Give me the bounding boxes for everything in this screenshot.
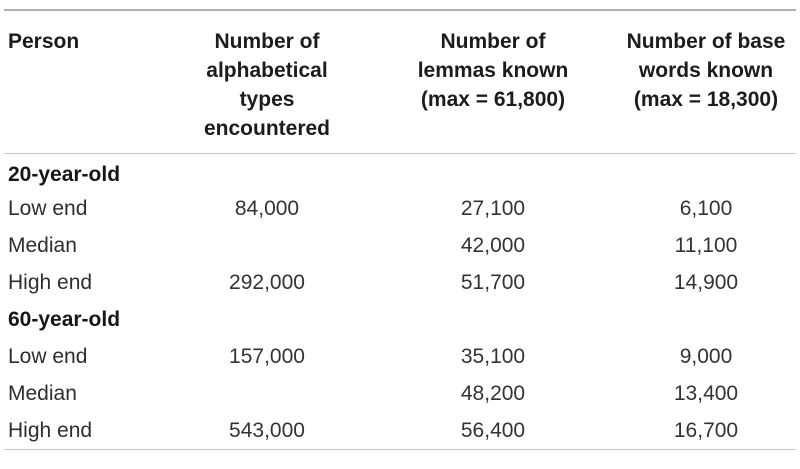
data-cell: 48,200 <box>460 382 526 405</box>
column-header-lemmas-known: Number of lemmas known (max = 61,800) <box>390 10 596 154</box>
group-row-20-year-old: 20-year-old <box>4 154 796 191</box>
data-cell: 27,100 <box>460 197 526 220</box>
row-label-cell: Low end <box>8 197 88 220</box>
data-cell: 292,000 <box>229 271 305 294</box>
data-cell <box>144 228 390 265</box>
table-row-median-20: Median 42,000 11,100 <box>4 228 796 265</box>
data-cell: 42,000 <box>460 234 526 257</box>
data-cell <box>390 302 596 339</box>
data-cell <box>144 376 390 413</box>
table-row-high-end-60: High end 543,000 56,400 16,700 <box>4 413 796 450</box>
data-cell: 35,100 <box>460 345 526 368</box>
row-label-cell: High end <box>8 271 93 294</box>
data-cell: 6,100 <box>679 197 733 220</box>
data-cell: 13,400 <box>673 382 739 405</box>
data-cell <box>596 302 796 339</box>
column-header-person: Person <box>4 10 144 154</box>
table-row-low-end-20: Low end 84,000 27,100 6,100 <box>4 191 796 228</box>
data-cell: 543,000 <box>229 418 305 442</box>
data-cell <box>144 302 390 339</box>
table-row-low-end-60: Low end 157,000 35,100 9,000 <box>4 339 796 376</box>
row-label-cell: Low end <box>8 345 88 368</box>
data-cell: 16,700 <box>673 418 739 442</box>
row-label-cell: High end <box>8 418 93 442</box>
row-label-cell: Median <box>8 382 77 405</box>
data-cell <box>144 154 390 191</box>
row-label-cell: Median <box>8 234 77 257</box>
group-label: 20-year-old <box>8 163 121 187</box>
data-cell: 56,400 <box>460 418 526 442</box>
table-header-row: Person Number of alphabetical types enco… <box>4 10 796 154</box>
table-row-median-60: Median 48,200 13,400 <box>4 376 796 413</box>
data-cell: 11,100 <box>674 234 738 257</box>
data-cell <box>390 154 596 191</box>
data-cell: 84,000 <box>234 197 300 220</box>
data-cell <box>596 154 796 191</box>
data-cell: 14,900 <box>673 271 739 294</box>
column-header-base-words-known: Number of base words known (max = 18,300… <box>596 10 796 154</box>
data-cell: 9,000 <box>679 345 733 368</box>
column-header-alphabetical-types: Number of alphabetical types encountered <box>144 10 390 154</box>
table-row-high-end-20: High end 292,000 51,700 14,900 <box>4 265 796 302</box>
group-row-60-year-old: 60-year-old <box>4 302 796 339</box>
data-cell: 157,000 <box>229 345 305 368</box>
vocabulary-table: Person Number of alphabetical types enco… <box>4 9 796 450</box>
group-label: 60-year-old <box>8 308 121 331</box>
data-cell: 51,700 <box>460 271 526 294</box>
